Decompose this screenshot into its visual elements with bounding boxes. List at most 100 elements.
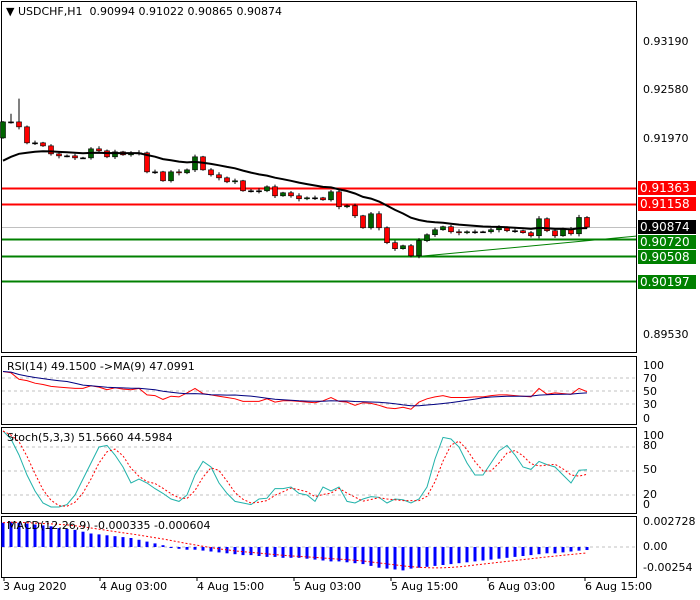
candle-body [0, 121, 6, 139]
macd-histogram-bar [1, 522, 5, 547]
level-tag-support-3: 0.90197 [638, 275, 696, 289]
candle-body [24, 126, 30, 144]
low-value: 0.90865 [187, 5, 234, 18]
candle [344, 204, 350, 209]
main-chart-panel[interactable] [1, 1, 637, 353]
macd-histogram-bar [201, 547, 205, 551]
time-tick: 6 Aug 03:00 [488, 580, 556, 593]
candle [80, 156, 86, 160]
candle-body [384, 227, 390, 244]
candle-body [72, 155, 78, 159]
macd-histogram-bar [481, 547, 485, 561]
macd-histogram-bar [257, 547, 261, 556]
candle-body [224, 177, 230, 183]
macd-histogram-bar [73, 529, 77, 547]
price-tick: 0.93190 [643, 35, 689, 48]
macd-histogram-bar [25, 523, 29, 547]
macd-histogram-bar [465, 547, 469, 563]
stoch-tick: 50 [643, 463, 657, 476]
candle [184, 168, 190, 175]
time-tick: 3 Aug 2020 [3, 580, 67, 593]
level-tag-support-1: 0.90720 [638, 235, 696, 249]
macd-histogram-bar [321, 547, 325, 561]
macd-histogram-bar [17, 522, 21, 547]
candle [152, 169, 158, 174]
macd-histogram-bar [145, 541, 149, 547]
candle [320, 196, 326, 201]
trendline [419, 235, 637, 257]
rsi-label: RSI(14) 49.1500 ->MA(9) 47.0991 [7, 360, 195, 373]
current-price-tag: 0.90874 [638, 220, 696, 234]
candle [24, 125, 30, 145]
macd-histogram-bar [513, 547, 517, 557]
candle-body [376, 213, 382, 229]
candle-body [216, 174, 222, 179]
candle [208, 168, 214, 177]
candle-body [392, 242, 398, 250]
macd-histogram-bar [473, 547, 477, 562]
candle-body [320, 197, 326, 201]
macd-histogram-bar [313, 547, 317, 560]
macd-histogram-bar [353, 547, 357, 564]
symbol-label: USDCHF,H1 [17, 5, 83, 18]
macd-histogram-bar [409, 547, 413, 569]
macd-histogram-bar [585, 547, 589, 551]
candle-body [272, 186, 278, 197]
candle [416, 238, 422, 259]
macd-histogram-bar [273, 547, 277, 557]
stoch-tick: 20 [643, 488, 657, 501]
macd-histogram-bar [417, 547, 421, 568]
candle-body [544, 218, 550, 232]
candle [264, 185, 270, 193]
candle [176, 169, 182, 176]
candle-body [496, 227, 502, 231]
candle [32, 140, 38, 145]
macd-histogram-bar [361, 547, 365, 565]
candle [576, 214, 582, 237]
candle [232, 178, 238, 184]
candle [472, 229, 478, 234]
candle [448, 224, 454, 234]
candle-body [240, 180, 246, 192]
candle-body [416, 240, 422, 257]
macd-histogram-bar [329, 547, 333, 562]
level-tag-support-2: 0.90508 [638, 250, 696, 264]
macd-tick: -0.00254 [643, 561, 693, 574]
rsi-panel[interactable] [1, 356, 637, 425]
time-tick: 5 Aug 15:00 [391, 580, 459, 593]
candle [528, 230, 534, 238]
macd-histogram-bar [433, 547, 437, 566]
candle [384, 226, 390, 245]
candle [304, 196, 310, 201]
macd-histogram-bar [521, 547, 525, 556]
rsi-tick: 70 [643, 372, 657, 385]
macd-histogram-bar [457, 547, 461, 564]
candle-body [472, 231, 478, 234]
macd-histogram-bar [265, 547, 269, 557]
candle [392, 240, 398, 251]
candle-body [56, 153, 62, 157]
macd-histogram-bar [369, 547, 373, 566]
stoch-panel[interactable] [1, 427, 637, 514]
candle [352, 203, 358, 218]
candle-body [144, 152, 150, 173]
candle [192, 154, 198, 172]
macd-histogram-bar [297, 547, 301, 558]
candle-body [264, 186, 270, 192]
macd-histogram-bar [289, 547, 293, 558]
stoch-signal-line [2, 430, 588, 507]
macd-histogram-bar [9, 521, 13, 547]
macd-histogram-bar [81, 531, 85, 547]
macd-histogram-bar [225, 547, 229, 554]
candle-body [280, 192, 286, 197]
candle-body [296, 195, 302, 200]
candle-body [152, 171, 158, 174]
dropdown-triangle-icon[interactable]: ▼ [6, 5, 15, 18]
candle-body [584, 217, 590, 228]
price-tick: 0.89530 [643, 328, 689, 341]
candle [432, 227, 438, 237]
macd-tick: 0.002728 [643, 515, 696, 528]
candle-body [208, 169, 214, 176]
candle-body [480, 231, 486, 234]
